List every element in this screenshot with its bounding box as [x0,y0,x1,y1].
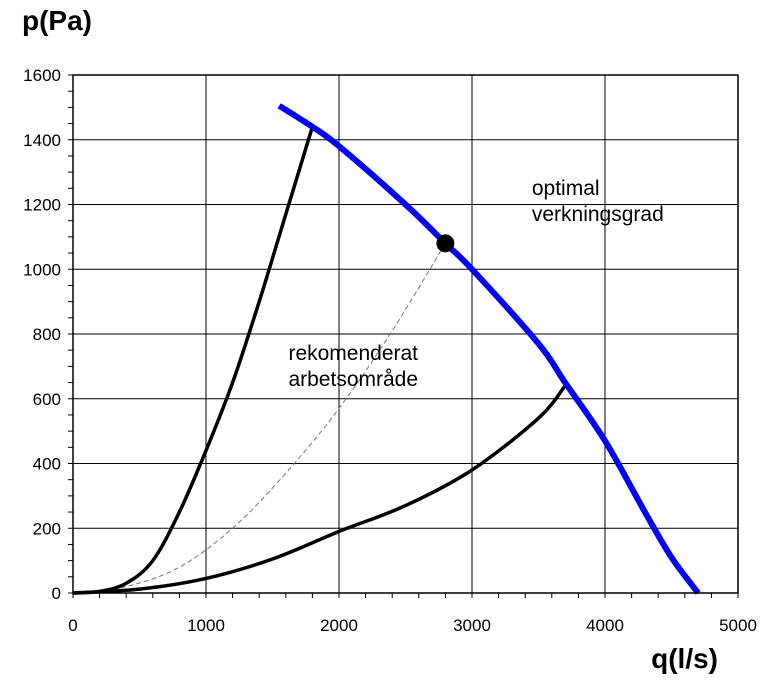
fan-curve-line [277,103,701,595]
curves [72,103,701,595]
y-tick-label: 800 [33,325,61,344]
annotation-line: verkningsgrad [532,203,664,226]
y-tick-label: 1400 [23,131,61,150]
y-tick-label: 1200 [23,196,61,215]
system-curve-lower-line [72,384,567,595]
x-tick-label: 1000 [187,616,225,635]
x-tick-label: 0 [68,616,77,635]
y-tick-label: 0 [52,584,61,603]
y-axis-title: p(Pa) [22,5,92,36]
y-tick-label: 400 [33,455,61,474]
minor-ticks [68,74,739,598]
y-tick-label: 600 [33,390,61,409]
x-tick-label: 3000 [453,616,491,635]
optimal-point-marker [436,234,455,253]
annotation-recommended: rekomenderat arbetsområde [288,342,418,391]
grid-lines [72,74,739,594]
y-tick-label: 200 [33,519,61,538]
tick-labels: 0 1000 2000 3000 4000 5000 0 200 400 600 800 1000 12… [23,66,757,635]
optimal-efficiency-curve-line [72,243,446,594]
y-tick-label: 1600 [23,66,61,85]
x-tick-label: 2000 [320,616,358,635]
x-tick-label: 5000 [719,616,757,635]
x-tick-label: 4000 [586,616,624,635]
plot-frame [72,74,739,594]
y-tick-label: 1000 [23,260,61,279]
x-axis-title: q(l/s) [651,643,718,674]
annotations: optimal verkningsgrad rekomenderat arbetsom… [288,177,663,391]
annotation-line: optimal [532,177,600,200]
annotation-line: rekomenderat [288,342,418,365]
annotation-optimal: optimal verkningsgrad [532,177,664,226]
system-curve-upper-line [72,126,315,595]
annotation-line: arbetsområde [288,368,418,391]
